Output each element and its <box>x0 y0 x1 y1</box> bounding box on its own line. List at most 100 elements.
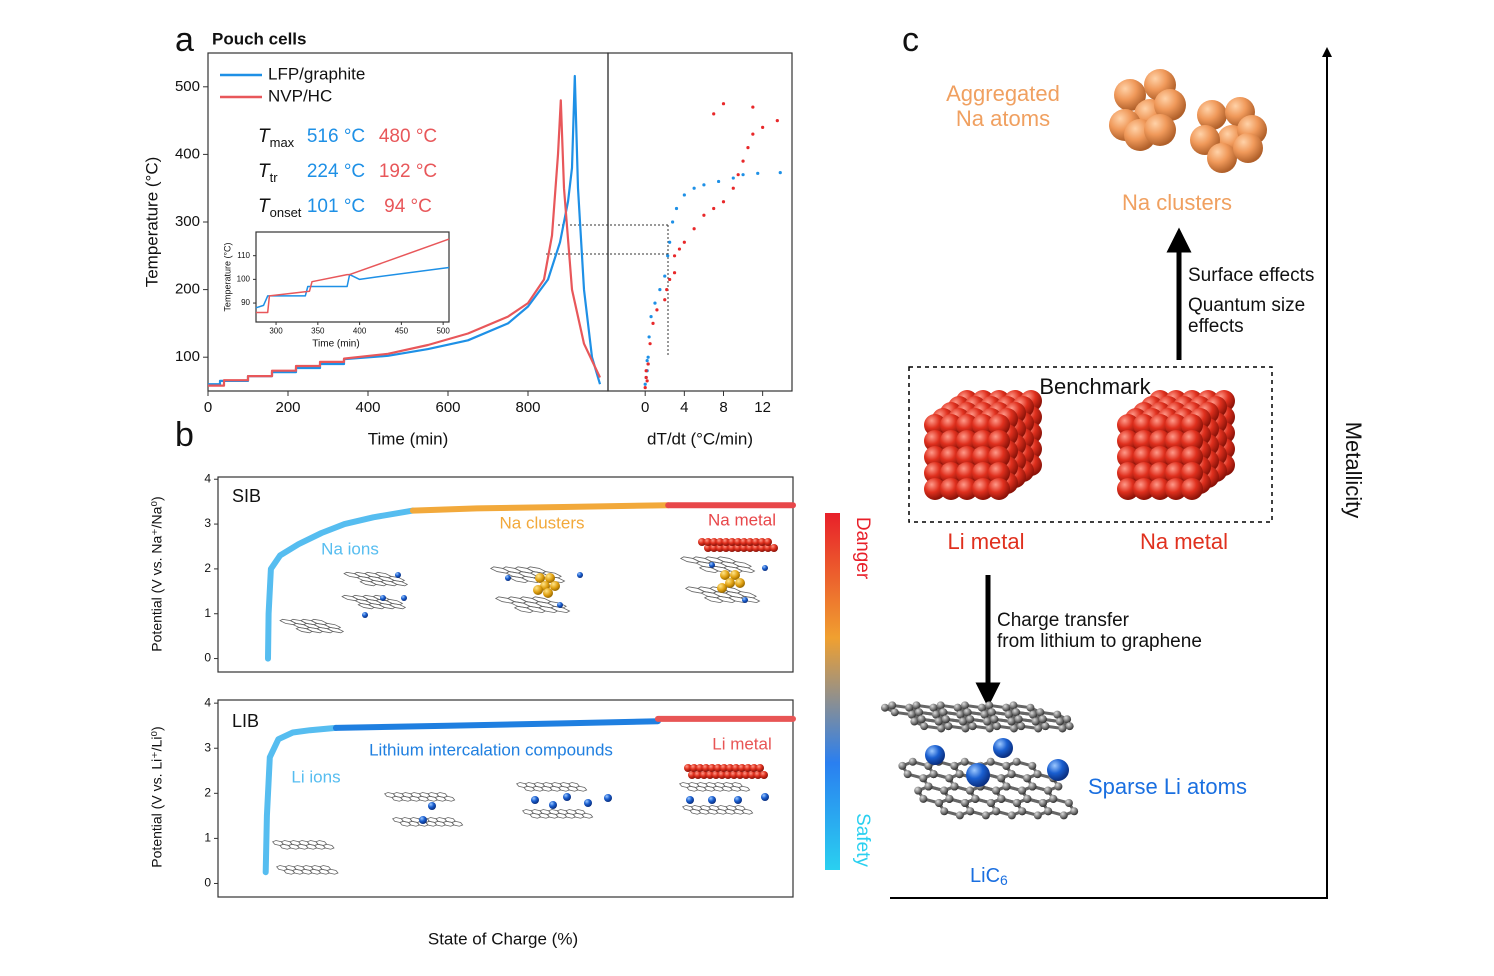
y-tick-label: 200 <box>175 281 200 298</box>
line <box>332 718 661 731</box>
carbon <box>1036 708 1045 717</box>
graphene-ring <box>322 843 335 850</box>
label: Charge transfer <box>997 610 1130 631</box>
atom <box>988 462 1010 484</box>
symbol: T <box>258 196 271 217</box>
carbon <box>1070 807 1079 816</box>
atom <box>1181 446 1203 468</box>
atom <box>770 544 778 552</box>
carbon <box>888 701 897 710</box>
series-label: Na clusters <box>499 513 584 532</box>
carbon <box>971 794 980 803</box>
atom <box>764 538 772 546</box>
carbon <box>1009 701 1018 710</box>
atom <box>756 764 764 772</box>
point <box>721 200 726 204</box>
plot-frame <box>217 699 794 898</box>
atom <box>956 478 978 500</box>
carbon <box>985 724 994 733</box>
carbon <box>1023 774 1032 783</box>
x-axis-label: State of Charge (%) <box>428 929 578 948</box>
atom <box>750 764 758 772</box>
point <box>751 132 755 136</box>
y-tick-label: 1 <box>204 831 211 845</box>
atom <box>694 771 702 779</box>
point <box>643 386 647 390</box>
carbon <box>1063 715 1072 724</box>
point <box>645 358 649 363</box>
carbon <box>905 703 914 712</box>
carbon <box>939 708 948 717</box>
atom <box>1133 446 1155 468</box>
carbon <box>997 794 1006 803</box>
carbon <box>1007 811 1016 820</box>
carbon <box>945 774 954 783</box>
x-axis-label: Time (min) <box>368 429 449 448</box>
atom <box>1165 430 1187 452</box>
point <box>741 173 745 177</box>
x-tick-label: 8 <box>719 399 727 416</box>
carbon <box>980 710 989 719</box>
annotation-value: 101 °C <box>307 196 365 217</box>
point <box>665 288 669 292</box>
atom <box>712 771 720 779</box>
carbon <box>1007 770 1016 779</box>
carbon <box>966 807 975 816</box>
carbon <box>936 701 945 710</box>
carbon <box>912 701 921 710</box>
atom <box>563 793 571 801</box>
graphene-ring <box>443 795 456 802</box>
line <box>409 502 672 514</box>
point <box>648 342 652 346</box>
point <box>645 379 649 383</box>
graphene-ring <box>738 785 751 792</box>
atom <box>1117 446 1139 468</box>
atom <box>1165 462 1187 484</box>
y-axis-label: Temperature (°C) <box>142 157 161 288</box>
atom <box>1165 446 1187 468</box>
atom <box>1197 100 1227 130</box>
carbon <box>986 757 995 766</box>
legend-label: LFP/graphite <box>268 64 365 83</box>
carbon <box>987 708 996 717</box>
atom <box>736 771 744 779</box>
atom <box>690 764 698 772</box>
point <box>646 362 650 366</box>
line <box>255 266 450 309</box>
atom <box>730 570 740 580</box>
atom <box>726 764 734 772</box>
atom <box>362 612 368 618</box>
x-tick-label: 400 <box>353 327 367 336</box>
atom <box>1207 143 1237 173</box>
atom <box>1181 430 1203 452</box>
point <box>651 321 655 325</box>
atom <box>686 796 694 804</box>
carbon <box>1026 703 1035 712</box>
label: Sparse Li atoms <box>1088 774 1247 799</box>
atom <box>752 538 760 546</box>
carbon <box>940 807 949 816</box>
carbon <box>983 717 992 726</box>
annotation: Ttr <box>258 161 278 185</box>
atom <box>924 430 946 452</box>
carbon <box>968 722 977 731</box>
y-tick-label: 100 <box>175 348 200 365</box>
chart-label: LIB <box>232 711 259 731</box>
carbon <box>1018 786 1027 795</box>
graphene-ring <box>451 820 464 827</box>
carbon <box>1012 799 1021 807</box>
atom <box>1165 478 1187 500</box>
atom <box>988 430 1010 452</box>
graphene-ring <box>326 868 339 875</box>
carbon <box>1044 786 1053 795</box>
atom <box>708 796 716 804</box>
carbon <box>1028 782 1037 791</box>
carbon <box>981 811 990 820</box>
point <box>712 206 716 211</box>
point <box>761 125 765 129</box>
carbon <box>960 701 969 710</box>
subscript: onset <box>270 205 302 220</box>
atom <box>720 570 730 580</box>
atom <box>722 538 730 546</box>
label: Na atoms <box>956 106 1050 131</box>
